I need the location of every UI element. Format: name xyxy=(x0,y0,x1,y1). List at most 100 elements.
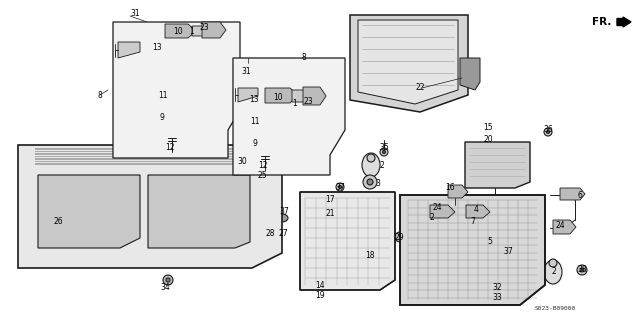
Polygon shape xyxy=(448,185,468,198)
Text: 5: 5 xyxy=(488,238,492,247)
Polygon shape xyxy=(300,192,395,290)
Text: 15: 15 xyxy=(483,123,493,132)
Text: 17: 17 xyxy=(325,196,335,204)
Circle shape xyxy=(244,63,252,71)
Polygon shape xyxy=(35,163,250,165)
Polygon shape xyxy=(358,20,458,104)
Text: 27: 27 xyxy=(278,229,288,239)
Text: 9: 9 xyxy=(159,114,164,122)
Ellipse shape xyxy=(142,107,198,127)
Circle shape xyxy=(166,278,170,282)
Text: FR.: FR. xyxy=(592,17,611,27)
Text: 37: 37 xyxy=(335,182,345,191)
Text: 36: 36 xyxy=(543,125,553,135)
Ellipse shape xyxy=(242,112,298,132)
Ellipse shape xyxy=(142,84,198,104)
Polygon shape xyxy=(400,195,545,305)
Text: 28: 28 xyxy=(265,228,275,238)
Polygon shape xyxy=(35,155,250,157)
Circle shape xyxy=(260,252,266,258)
Text: 21: 21 xyxy=(325,209,335,218)
Text: 38: 38 xyxy=(577,265,587,275)
Ellipse shape xyxy=(276,214,288,222)
Circle shape xyxy=(509,250,511,254)
Text: 2: 2 xyxy=(552,268,556,277)
Polygon shape xyxy=(35,151,250,152)
Ellipse shape xyxy=(422,213,438,223)
Text: 37: 37 xyxy=(279,207,289,217)
Polygon shape xyxy=(165,24,196,38)
Polygon shape xyxy=(18,145,282,268)
Text: 20: 20 xyxy=(483,136,493,145)
Text: 3: 3 xyxy=(376,180,380,189)
Circle shape xyxy=(311,92,319,100)
Text: 10: 10 xyxy=(273,93,283,101)
Polygon shape xyxy=(466,205,490,218)
Text: 12: 12 xyxy=(259,161,268,170)
Circle shape xyxy=(363,175,377,189)
Text: 8: 8 xyxy=(301,54,307,63)
Circle shape xyxy=(577,265,587,275)
Circle shape xyxy=(383,151,385,153)
Text: 1: 1 xyxy=(292,99,298,108)
Text: 11: 11 xyxy=(250,117,260,127)
Polygon shape xyxy=(265,88,298,103)
Circle shape xyxy=(336,183,344,191)
Text: 30: 30 xyxy=(237,158,247,167)
Circle shape xyxy=(547,130,550,133)
Circle shape xyxy=(380,148,388,156)
Circle shape xyxy=(544,128,552,136)
Text: 6: 6 xyxy=(577,190,582,199)
Text: 4: 4 xyxy=(474,205,479,214)
Text: 2: 2 xyxy=(429,213,435,222)
Circle shape xyxy=(487,157,503,173)
Circle shape xyxy=(367,154,375,162)
Text: S023-B09000: S023-B09000 xyxy=(534,306,575,310)
Circle shape xyxy=(506,248,514,256)
Polygon shape xyxy=(233,58,345,175)
Polygon shape xyxy=(35,158,250,160)
Text: 14: 14 xyxy=(315,280,325,290)
Text: 37: 37 xyxy=(503,248,513,256)
Polygon shape xyxy=(148,175,250,248)
Text: 19: 19 xyxy=(315,292,325,300)
Polygon shape xyxy=(35,148,250,150)
Text: 26: 26 xyxy=(53,218,63,226)
Polygon shape xyxy=(560,188,585,200)
Circle shape xyxy=(209,26,217,34)
Circle shape xyxy=(395,232,405,242)
Polygon shape xyxy=(35,153,250,155)
Ellipse shape xyxy=(544,260,562,284)
Ellipse shape xyxy=(142,107,198,127)
Circle shape xyxy=(580,268,584,272)
Bar xyxy=(35,148,250,163)
Polygon shape xyxy=(350,15,468,112)
Circle shape xyxy=(367,179,373,185)
Polygon shape xyxy=(460,58,480,90)
Polygon shape xyxy=(238,88,258,102)
Polygon shape xyxy=(38,175,140,248)
Polygon shape xyxy=(118,42,140,58)
Text: 22: 22 xyxy=(415,84,425,93)
Circle shape xyxy=(572,191,578,197)
Polygon shape xyxy=(192,26,210,36)
Text: 31: 31 xyxy=(241,68,251,77)
Polygon shape xyxy=(430,205,455,218)
Text: 12: 12 xyxy=(165,144,175,152)
Text: 8: 8 xyxy=(98,91,102,100)
Text: 9: 9 xyxy=(253,138,257,147)
Text: 16: 16 xyxy=(445,183,455,192)
Circle shape xyxy=(237,158,247,168)
Polygon shape xyxy=(465,142,530,188)
Text: 2: 2 xyxy=(380,160,385,169)
Polygon shape xyxy=(292,90,311,102)
Text: 11: 11 xyxy=(158,91,168,100)
Text: 31: 31 xyxy=(130,10,140,19)
Circle shape xyxy=(339,186,342,189)
Text: 1: 1 xyxy=(189,26,195,35)
Polygon shape xyxy=(303,87,326,105)
Ellipse shape xyxy=(362,153,380,177)
Circle shape xyxy=(239,160,244,166)
Text: 24: 24 xyxy=(555,220,565,229)
Polygon shape xyxy=(553,220,576,234)
